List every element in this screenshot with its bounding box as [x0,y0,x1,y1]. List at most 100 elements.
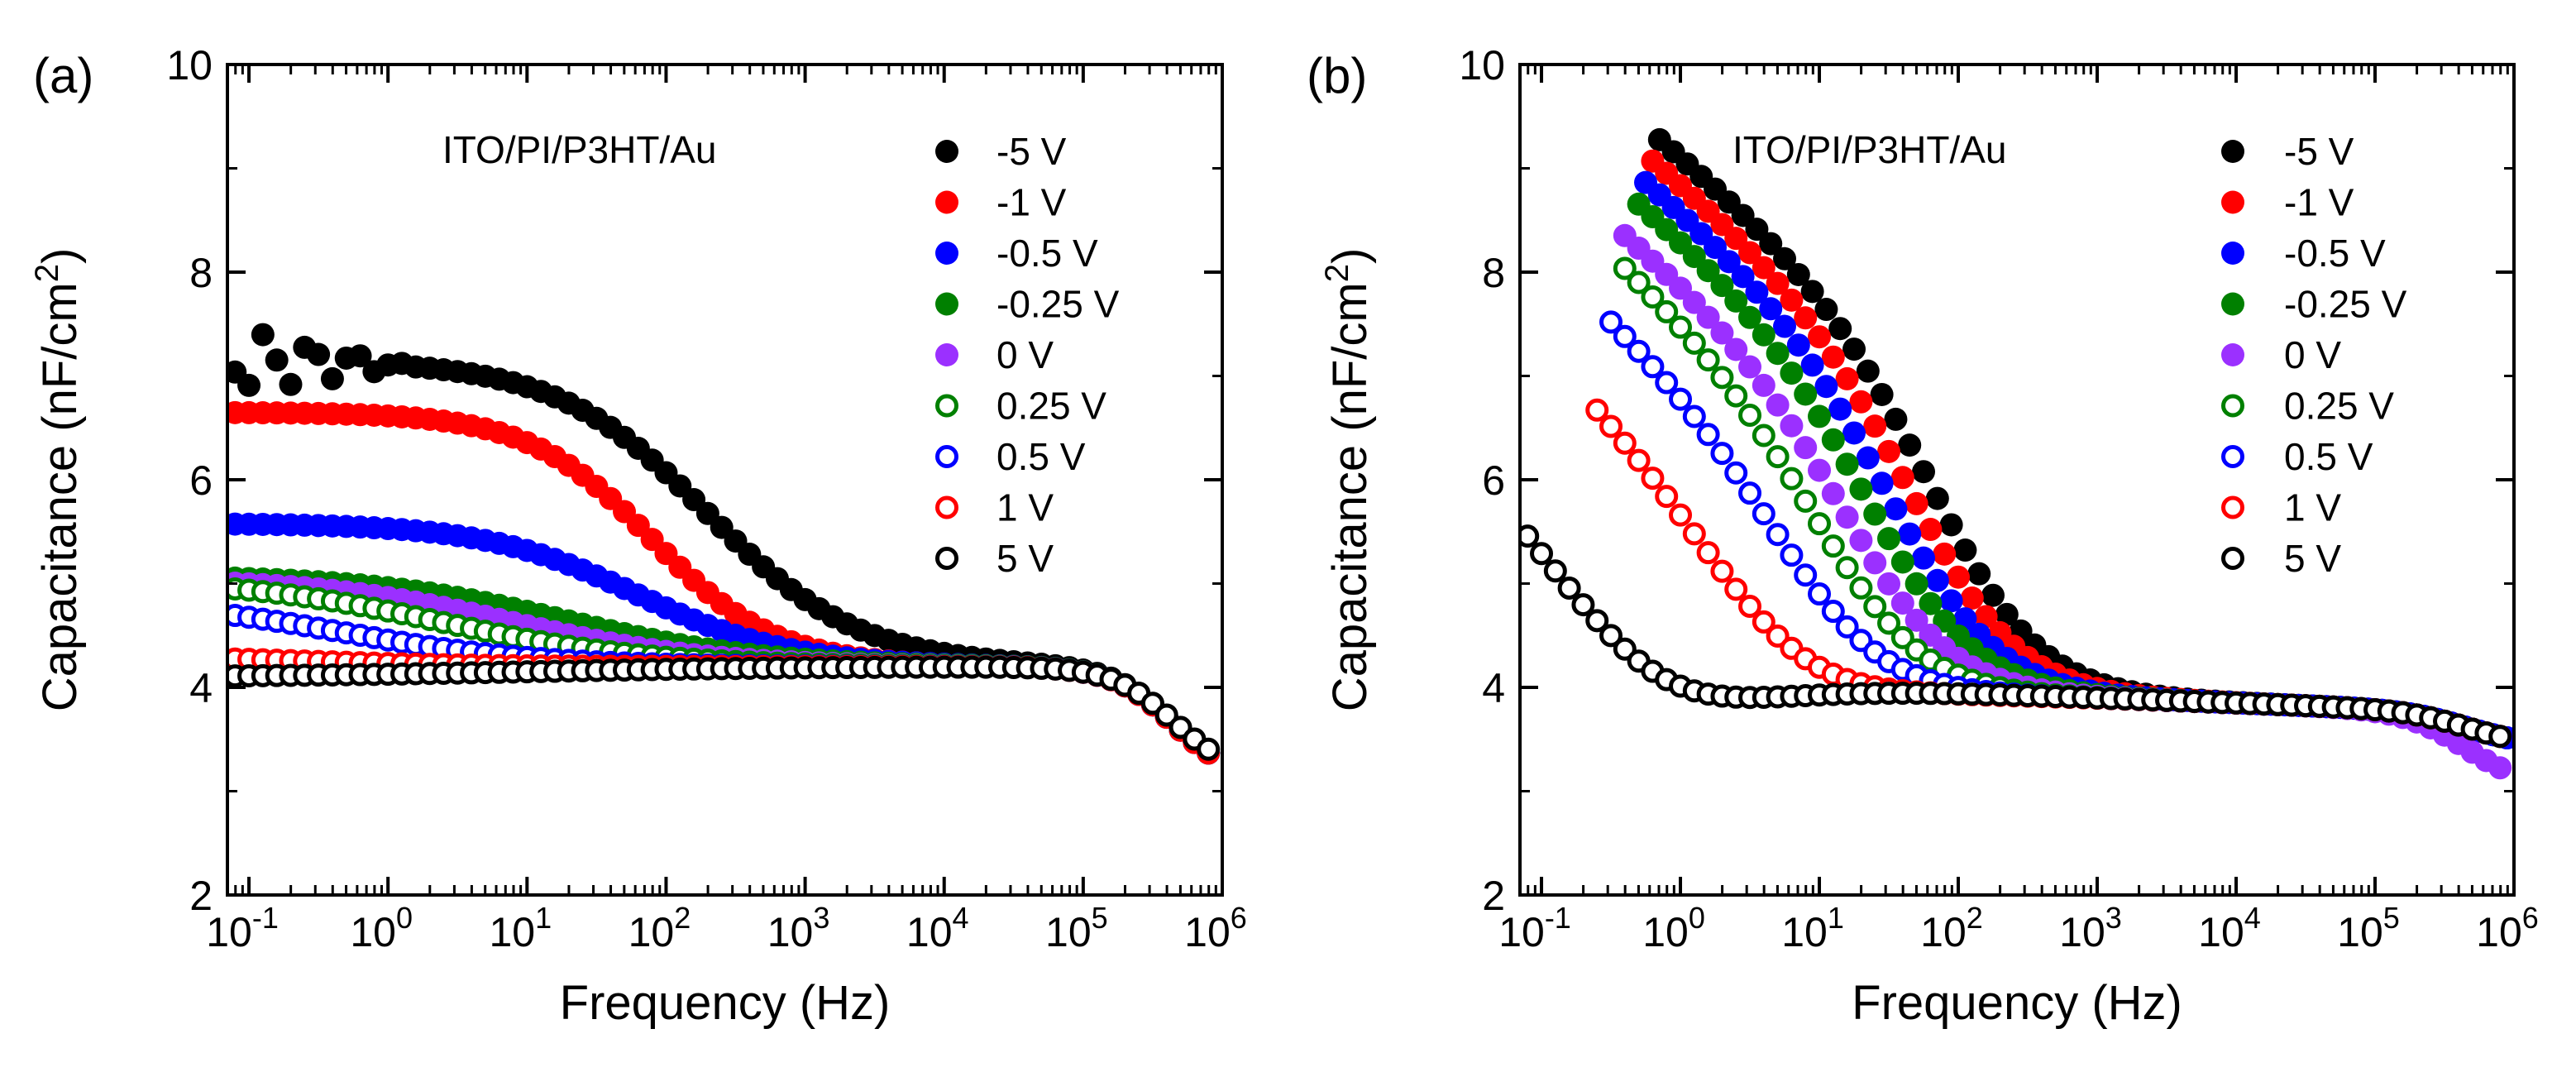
data-point [1766,271,1790,295]
data-point [1856,446,1880,470]
data-point [1890,466,1914,490]
data-points [227,323,1221,765]
data-point [1655,371,1679,395]
data-point [1794,489,1818,513]
data-point [1780,543,1804,567]
data-point [1655,485,1679,509]
data-point [1933,609,1957,633]
legend-marker [935,547,958,570]
data-point [1752,610,1775,634]
data-point [1842,337,1866,361]
data-point [1752,502,1775,526]
data-point [1912,546,1936,570]
data-point [1808,582,1832,606]
data-point [1995,602,2019,626]
data-point [1933,542,1957,566]
data-point [1655,299,1679,323]
data-point [1947,565,1971,589]
x-tick-label: 104 [906,901,969,955]
x-tick-label: 102 [628,901,691,955]
device-label: ITO/PI/P3HT/Au [1732,128,2006,171]
data-point [2488,756,2512,780]
data-point [1898,522,1922,546]
data-point [1613,256,1637,280]
data-point [1627,270,1651,294]
data-point [1696,348,1720,372]
data-point [1766,523,1790,547]
legend-marker [2221,242,2244,265]
data-point [1808,404,1832,428]
data-point [251,323,275,347]
data-point [1752,323,1775,347]
x-tick-label: 10-1 [206,901,279,955]
data-point [320,366,344,390]
data-point [1197,737,1221,761]
y-tick-label: 2 [189,873,213,919]
data-point [1800,353,1824,377]
data-point [1585,398,1609,422]
data-point [1780,361,1804,385]
data-point [1724,384,1748,408]
legend-marker [2221,495,2244,519]
data-point [1731,265,1755,289]
data-point [1543,559,1567,583]
data-point [1828,397,1852,421]
x-tick-label: 10-1 [1498,901,1571,955]
legend-label: -0.5 V [2284,232,2386,275]
data-point [1890,625,1914,649]
data-point [1821,481,1845,505]
panel-label: (a) [33,48,93,103]
data-point [1696,541,1720,565]
data-point [1738,241,1762,265]
legend-marker [935,495,958,519]
legend-label: 0 V [2284,333,2341,376]
legend-label: 0.5 V [996,435,1086,478]
data-point [1821,428,1845,452]
data-point [1912,460,1936,484]
legend-label: 0 V [996,333,1054,376]
data-point [1738,305,1762,329]
legend-label: 1 V [996,486,1054,529]
data-point [1766,342,1790,366]
data-point [1856,359,1880,383]
data-point [1828,317,1852,341]
x-tick-label: 100 [1642,901,1705,955]
series--5V [1647,127,2514,750]
data-point [279,372,303,396]
data-point [1696,259,1720,283]
legend-label: -1 V [996,181,1067,224]
data-point [1863,595,1887,619]
data-point [1905,608,1928,632]
x-tick-label: 103 [767,901,830,955]
legend: -5 V -1 V -0.5 V -0.25 V 0 V 0.25 V 0.5 V 1 V 5 … [935,130,1120,580]
data-point [307,342,331,366]
data-point [1704,236,1728,260]
data-point [1759,297,1783,321]
legend-label: 5 V [2284,537,2341,580]
data-point [1890,550,1914,574]
data-point [1627,339,1651,363]
data-point [1752,256,1775,280]
data-point [1759,232,1783,256]
data-points [1520,127,2514,780]
data-point [1710,442,1734,466]
data-point [1710,366,1734,390]
data-point [1557,576,1581,600]
data-point [1849,477,1873,501]
data-point [1821,345,1845,369]
data-point [1599,310,1623,334]
data-point [1877,611,1901,635]
data-point [1738,594,1762,618]
data-point [237,373,261,397]
data-point [1641,285,1665,309]
series-5V [227,655,1221,761]
data-point [1613,431,1637,455]
data-point [1585,609,1609,633]
data-point [1773,246,1797,270]
data-point [1641,467,1665,491]
data-point [1974,605,1998,629]
x-tick-label: 103 [2059,901,2122,955]
y-tick-label: 8 [1482,250,1505,296]
data-point [1794,436,1818,460]
